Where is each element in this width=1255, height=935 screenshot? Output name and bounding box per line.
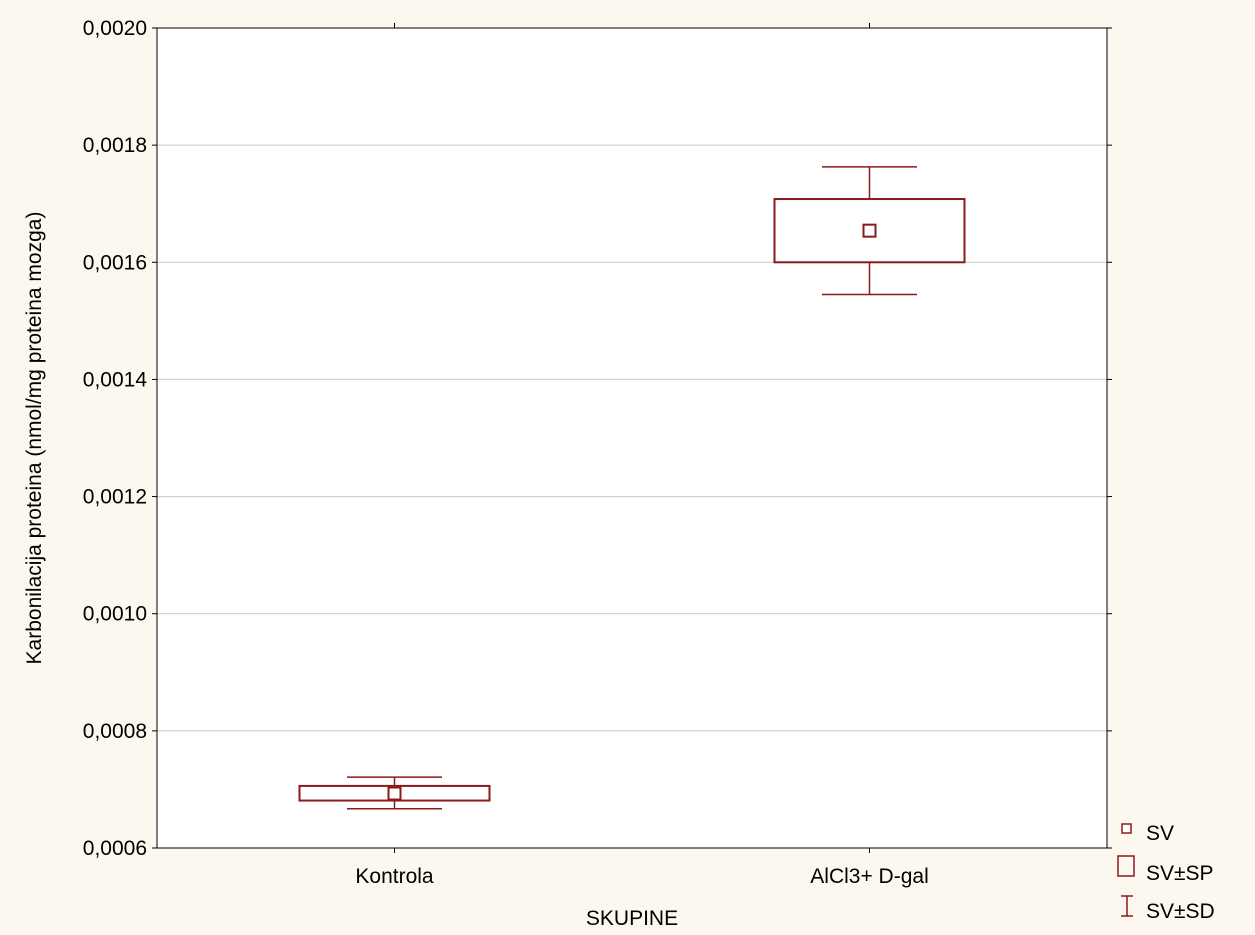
y-tick-label: 0,0008 [83,720,147,743]
legend-se-label: SV±SP [1146,862,1214,885]
se-box [298,784,491,802]
mean-marker [862,223,877,238]
legend-item-se: SV±SP [1117,855,1214,885]
se-box [773,198,966,264]
box-group [298,776,491,810]
x-axis-title: SKUPINE [586,907,678,930]
box-group [773,166,966,296]
y-tick-label: 0,0006 [83,837,147,860]
plot-frame [156,27,1108,849]
y-tick-label: 0,0010 [83,603,147,626]
x-axis-ticks: Kontrola AlCl3+ D-gal [355,23,929,888]
mean-marker [387,786,402,801]
y-tick-label: 0,0016 [83,251,147,274]
gridlines [157,144,1107,732]
y-tick-label: 0,0018 [83,134,147,157]
legend-sd-label: SV±SD [1146,900,1215,923]
legend-item-sd: SV±SD [1121,895,1215,923]
x-tick-label: AlCl3+ D-gal [810,865,928,888]
legend: SV SV±SP SV±SD [1117,822,1215,923]
y-tick-label: 0,0014 [83,368,148,391]
x-tick-label: Kontrola [355,865,434,888]
legend-mean-swatch [1121,823,1132,834]
legend-sd-swatch [1121,895,1133,917]
legend-mean-label: SV [1146,822,1174,845]
y-tick-label: 0,0020 [83,17,147,40]
legend-se-swatch [1117,855,1135,877]
y-tick-label: 0,0012 [83,486,147,509]
y-axis-ticks: 0,0006 0,0008 0,0010 0,0012 0,0014 0,0016 0,00… [83,17,1112,860]
data-marks [298,166,966,810]
plot-area [157,28,1107,848]
y-axis-title: Karbonilacija proteina (nmol/mg proteina… [23,212,46,665]
legend-item-mean: SV [1121,822,1174,845]
